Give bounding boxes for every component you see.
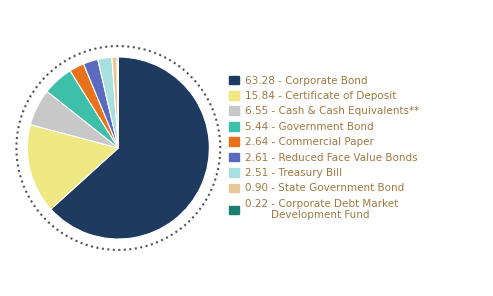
Wedge shape xyxy=(70,64,118,148)
Wedge shape xyxy=(27,125,118,209)
Wedge shape xyxy=(83,59,118,148)
Wedge shape xyxy=(31,91,118,148)
Wedge shape xyxy=(51,57,210,239)
Legend: 63.28 - Corporate Bond, 15.84 - Certificate of Deposit, 6.55 - Cash & Cash Equiv: 63.28 - Corporate Bond, 15.84 - Certific… xyxy=(229,75,419,221)
Wedge shape xyxy=(117,57,118,148)
Wedge shape xyxy=(112,57,118,148)
Wedge shape xyxy=(98,57,118,148)
Wedge shape xyxy=(47,71,118,148)
